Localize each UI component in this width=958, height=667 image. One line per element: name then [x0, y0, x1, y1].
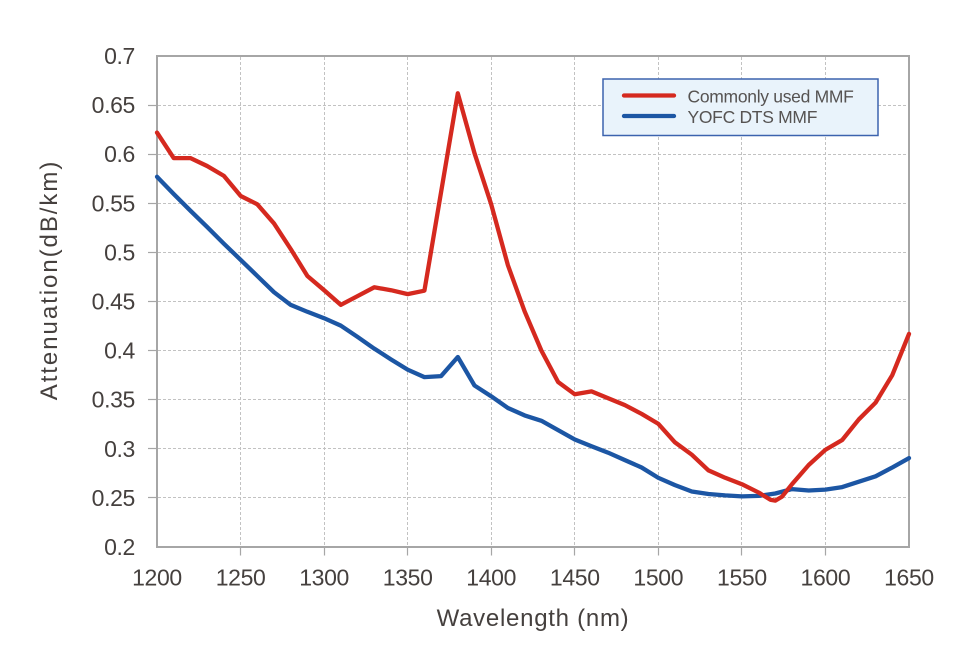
svg-text:1450: 1450 — [550, 565, 600, 591]
svg-text:0.4: 0.4 — [104, 338, 135, 364]
svg-text:0.35: 0.35 — [92, 387, 135, 413]
svg-text:Attenuation(dB/km): Attenuation(dB/km) — [36, 160, 63, 401]
svg-text:1300: 1300 — [299, 565, 349, 591]
svg-text:0.5: 0.5 — [104, 239, 135, 265]
svg-text:Wavelength (nm): Wavelength (nm) — [437, 605, 630, 632]
svg-text:0.55: 0.55 — [92, 190, 135, 216]
svg-text:YOFC DTS MMF: YOFC DTS MMF — [688, 107, 818, 127]
svg-text:1200: 1200 — [132, 565, 182, 591]
svg-text:0.65: 0.65 — [92, 92, 135, 118]
svg-text:1250: 1250 — [216, 565, 266, 591]
svg-text:1350: 1350 — [383, 565, 433, 591]
svg-text:1600: 1600 — [801, 565, 851, 591]
svg-text:Commonly used MMF: Commonly used MMF — [688, 86, 854, 106]
svg-text:1550: 1550 — [717, 565, 767, 591]
svg-text:0.25: 0.25 — [92, 485, 135, 511]
svg-text:0.6: 0.6 — [104, 141, 135, 167]
svg-text:1500: 1500 — [633, 565, 683, 591]
svg-text:1650: 1650 — [884, 565, 934, 591]
svg-text:0.2: 0.2 — [104, 534, 135, 560]
svg-text:0.3: 0.3 — [104, 436, 135, 462]
svg-text:0.45: 0.45 — [92, 289, 135, 315]
svg-text:0.7: 0.7 — [104, 43, 135, 69]
svg-text:1400: 1400 — [466, 565, 516, 591]
